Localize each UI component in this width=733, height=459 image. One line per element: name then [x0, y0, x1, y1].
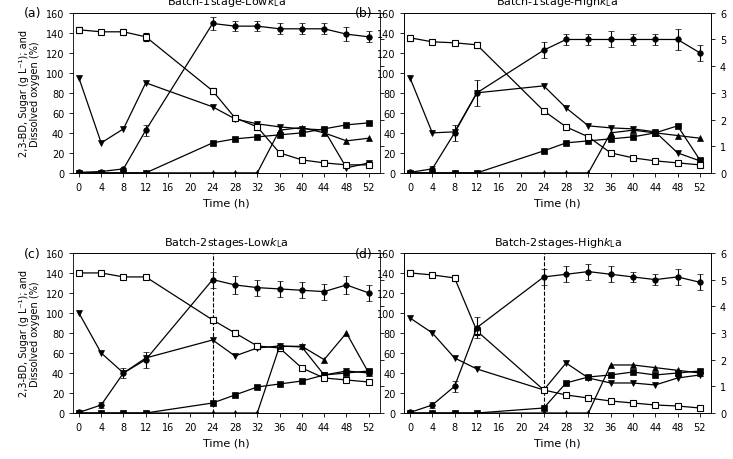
Y-axis label: 2,3-BD, Sugar (g L⁻¹); and
Dissolved oxygen (%): 2,3-BD, Sugar (g L⁻¹); and Dissolved oxy…: [18, 270, 40, 397]
Y-axis label: 2,3-BD, Sugar (g L⁻¹); and
Dissolved oxygen (%): 2,3-BD, Sugar (g L⁻¹); and Dissolved oxy…: [18, 30, 40, 157]
Title: Batch-2stages-High$k_{\rm L}$a: Batch-2stages-High$k_{\rm L}$a: [493, 235, 622, 249]
Text: (a): (a): [24, 7, 42, 20]
X-axis label: Time (h): Time (h): [534, 198, 581, 208]
Title: Batch-1stage-High$k_{\rm L}$a: Batch-1stage-High$k_{\rm L}$a: [496, 0, 619, 10]
X-axis label: Time (h): Time (h): [534, 437, 581, 448]
Text: (d): (d): [356, 247, 373, 260]
Text: (c): (c): [24, 247, 41, 260]
X-axis label: Time (h): Time (h): [203, 198, 250, 208]
Title: Batch-2stages-Low$k_{\rm L}$a: Batch-2stages-Low$k_{\rm L}$a: [164, 235, 289, 249]
Title: Batch-1stage-Low$k_{\rm L}$a: Batch-1stage-Low$k_{\rm L}$a: [167, 0, 286, 10]
X-axis label: Time (h): Time (h): [203, 437, 250, 448]
Text: (b): (b): [356, 7, 373, 20]
